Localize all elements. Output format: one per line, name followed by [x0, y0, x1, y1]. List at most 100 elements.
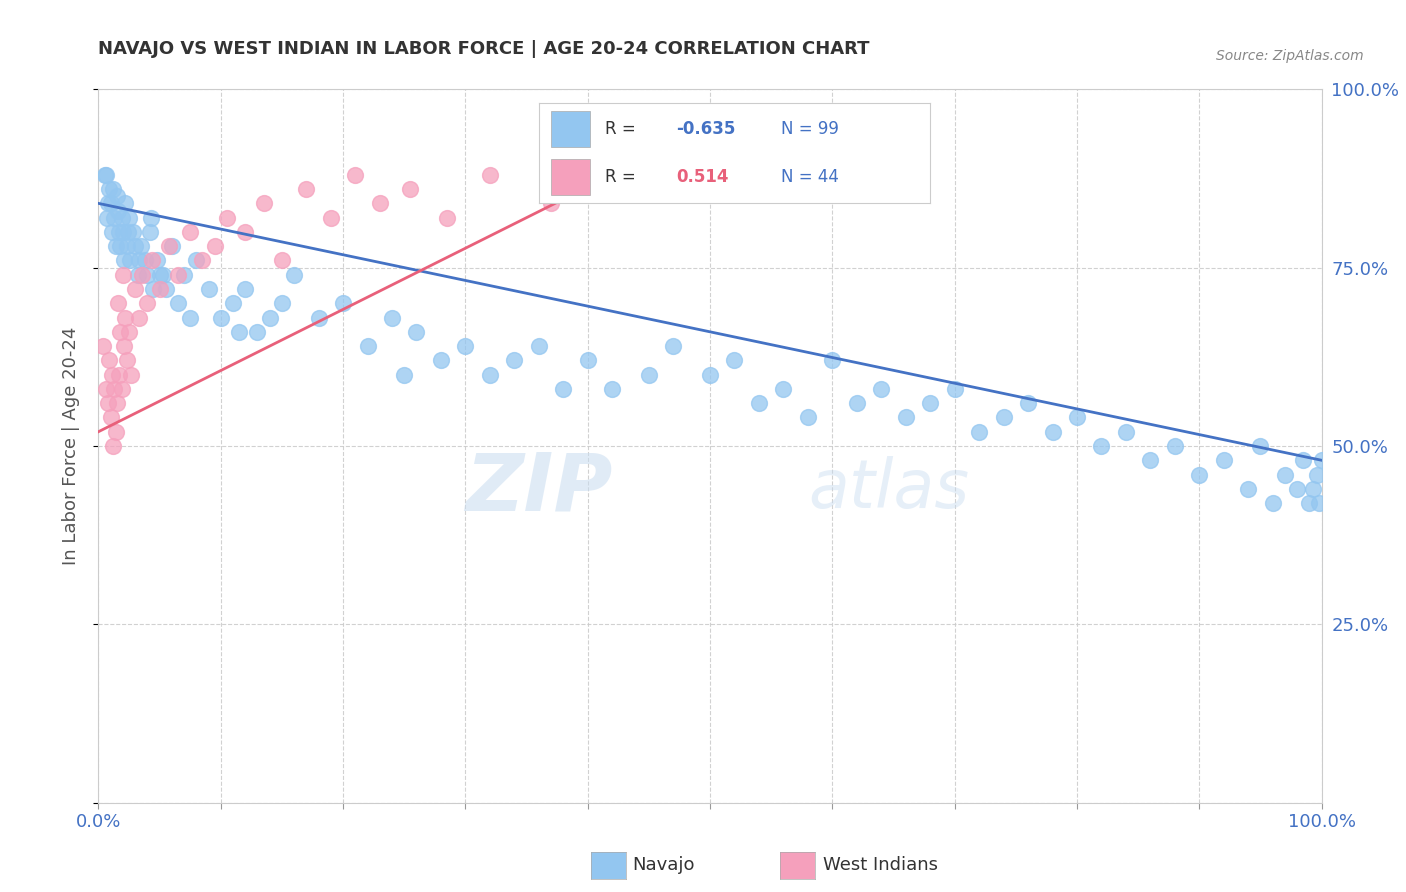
Point: [118, 325, 141, 339]
Point: [149, 268, 172, 282]
Point: [136, 268, 159, 282]
Point: [1292, 453, 1315, 467]
Point: [96, 211, 118, 225]
Point: [131, 268, 153, 282]
Point: [920, 396, 942, 410]
Point: [540, 196, 562, 211]
Point: [93, 168, 115, 182]
Point: [1249, 439, 1271, 453]
Point: [772, 382, 794, 396]
Point: [454, 339, 477, 353]
Point: [967, 425, 990, 439]
Point: [115, 353, 138, 368]
Point: [503, 353, 526, 368]
Point: [112, 253, 135, 268]
Point: [141, 253, 163, 268]
Point: [108, 368, 131, 382]
Point: [100, 410, 122, 425]
Point: [1310, 453, 1333, 467]
Point: [699, 368, 721, 382]
Point: [821, 353, 844, 368]
Point: [97, 196, 120, 211]
Point: [149, 282, 172, 296]
Text: West Indians: West Indians: [823, 856, 938, 874]
Point: [186, 253, 208, 268]
Point: [101, 439, 124, 453]
Point: [179, 310, 201, 325]
Point: [105, 396, 128, 410]
Point: [91, 339, 114, 353]
Point: [167, 296, 190, 310]
Point: [1115, 425, 1137, 439]
Point: [576, 353, 599, 368]
Point: [98, 353, 121, 368]
Point: [167, 268, 190, 282]
Point: [1139, 453, 1161, 467]
Point: [101, 182, 124, 196]
Point: [146, 253, 169, 268]
Point: [105, 189, 128, 203]
Point: [356, 339, 378, 353]
Point: [1237, 482, 1260, 496]
Point: [723, 353, 745, 368]
Point: [319, 211, 342, 225]
Point: [553, 382, 575, 396]
Point: [430, 353, 453, 368]
Point: [112, 339, 135, 353]
Point: [110, 325, 132, 339]
Point: [157, 239, 180, 253]
Point: [97, 396, 120, 410]
Point: [134, 253, 156, 268]
Point: [1261, 496, 1284, 510]
Point: [368, 196, 391, 211]
Point: [233, 282, 256, 296]
Point: [1274, 467, 1296, 482]
Point: [155, 282, 177, 296]
Point: [197, 282, 219, 296]
Point: [110, 239, 132, 253]
Point: [1302, 482, 1324, 496]
Point: [118, 211, 141, 225]
Point: [104, 239, 127, 253]
Point: [870, 382, 893, 396]
Point: [142, 282, 165, 296]
Point: [1042, 425, 1064, 439]
Point: [152, 268, 174, 282]
Point: [233, 225, 256, 239]
Point: [638, 368, 661, 382]
Point: [191, 253, 214, 268]
Point: [115, 239, 138, 253]
Point: [107, 296, 129, 310]
Point: [128, 310, 150, 325]
Point: [1298, 496, 1320, 510]
Point: [114, 196, 136, 211]
Point: [120, 368, 142, 382]
Point: [103, 382, 125, 396]
Point: [405, 325, 427, 339]
Point: [160, 239, 183, 253]
Text: atlas: atlas: [808, 456, 969, 522]
Point: [993, 410, 1015, 425]
Point: [381, 310, 404, 325]
Point: [600, 182, 623, 196]
Point: [117, 225, 139, 239]
Point: [108, 225, 131, 239]
Point: [1306, 467, 1329, 482]
Point: [1308, 496, 1330, 510]
Point: [797, 410, 820, 425]
Point: [100, 196, 122, 211]
Point: [222, 296, 245, 310]
Point: [111, 268, 134, 282]
Point: [943, 382, 966, 396]
Point: [111, 382, 134, 396]
Point: [308, 310, 330, 325]
Point: [124, 239, 146, 253]
Point: [252, 196, 274, 211]
Point: [121, 225, 143, 239]
Point: [748, 396, 770, 410]
Text: ZIP: ZIP: [465, 450, 612, 528]
Point: [1066, 410, 1088, 425]
Point: [215, 211, 238, 225]
Point: [111, 211, 134, 225]
Point: [104, 425, 127, 439]
